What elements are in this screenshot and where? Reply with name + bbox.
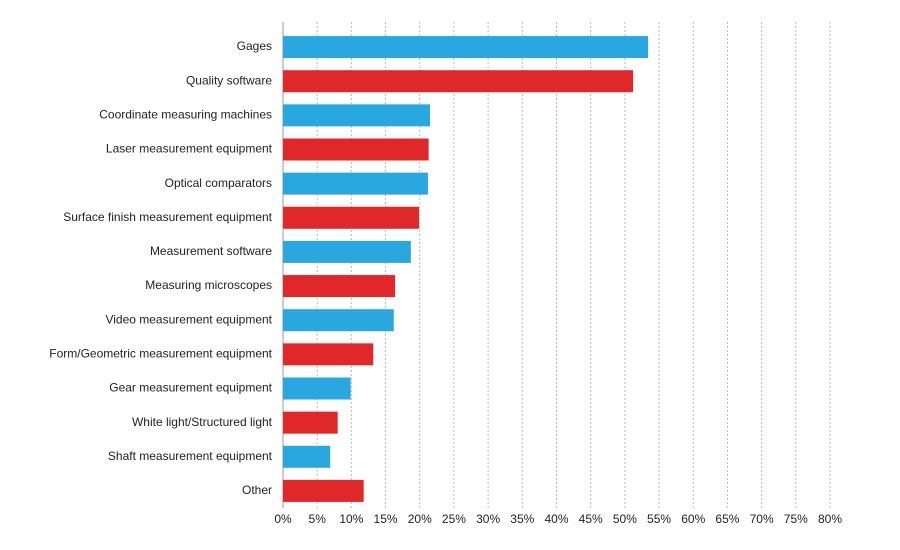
x-tick-label: 15% [374, 512, 398, 526]
bar [283, 36, 649, 59]
x-tick-label: 0% [274, 512, 292, 526]
bar [283, 104, 431, 127]
x-tick-label: 55% [647, 512, 671, 526]
y-tick-label: Gear measurement equipment [109, 381, 272, 395]
x-tick-label: 75% [784, 512, 808, 526]
x-tick-label: 70% [750, 512, 774, 526]
y-tick-label: Form/Geometric measurement equipment [49, 347, 272, 361]
x-tick-label: 50% [613, 512, 637, 526]
x-tick-label: 65% [715, 512, 739, 526]
y-tick-label: Other [242, 483, 272, 497]
bar [283, 343, 374, 366]
bar [283, 479, 364, 502]
x-tick-label: 5% [309, 512, 327, 526]
y-tick-label: Measurement software [150, 244, 272, 258]
bar [283, 206, 420, 229]
bar [283, 138, 429, 161]
y-tick-label: Surface finish measurement equipment [63, 210, 272, 224]
y-tick-label: Video measurement equipment [105, 312, 272, 326]
bar [283, 240, 411, 263]
bar [283, 309, 394, 332]
x-tick-label: 20% [408, 512, 432, 526]
y-tick-label: White light/Structured light [132, 415, 273, 429]
bar [283, 411, 338, 434]
y-tick-label: Measuring microscopes [145, 278, 272, 292]
bar [283, 377, 351, 400]
y-tick-label: Shaft measurement equipment [108, 449, 273, 463]
bar [283, 445, 331, 468]
x-tick-label: 35% [510, 512, 534, 526]
bar [283, 275, 396, 298]
x-tick-label: 10% [339, 512, 363, 526]
y-tick-label: Gages [237, 39, 272, 53]
x-tick-label: 25% [442, 512, 466, 526]
x-tick-label: 60% [681, 512, 705, 526]
x-tick-label: 45% [579, 512, 603, 526]
y-tick-label: Laser measurement equipment [106, 142, 273, 156]
y-tick-label: Coordinate measuring machines [99, 108, 272, 122]
x-tick-label: 30% [476, 512, 500, 526]
x-tick-label: 40% [544, 512, 568, 526]
x-tick-label: 80% [818, 512, 842, 526]
y-tick-label: Quality software [186, 73, 272, 87]
bar [283, 70, 634, 93]
bar [283, 172, 428, 195]
y-tick-label: Optical comparators [165, 176, 272, 190]
